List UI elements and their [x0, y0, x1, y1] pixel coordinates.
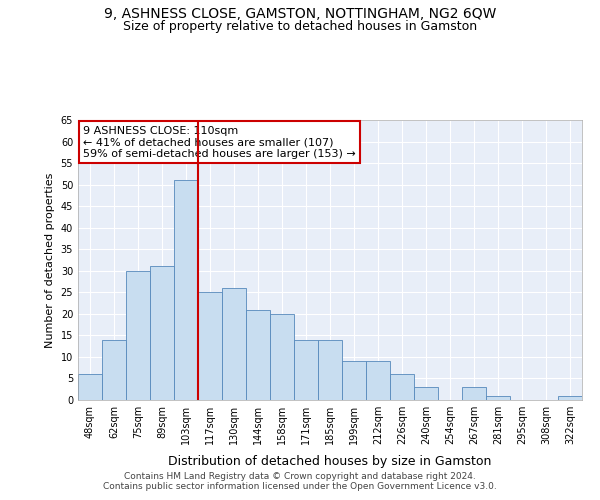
Bar — [462, 387, 486, 400]
Text: Contains public sector information licensed under the Open Government Licence v3: Contains public sector information licen… — [103, 482, 497, 491]
Bar — [78, 374, 102, 400]
Y-axis label: Number of detached properties: Number of detached properties — [45, 172, 55, 348]
Bar — [294, 340, 318, 400]
Bar — [174, 180, 198, 400]
Bar — [198, 292, 222, 400]
Text: 9 ASHNESS CLOSE: 110sqm
← 41% of detached houses are smaller (107)
59% of semi-d: 9 ASHNESS CLOSE: 110sqm ← 41% of detache… — [83, 126, 356, 159]
Bar — [366, 361, 390, 400]
Bar — [558, 396, 582, 400]
Bar — [390, 374, 414, 400]
Text: 9, ASHNESS CLOSE, GAMSTON, NOTTINGHAM, NG2 6QW: 9, ASHNESS CLOSE, GAMSTON, NOTTINGHAM, N… — [104, 8, 496, 22]
Text: Contains HM Land Registry data © Crown copyright and database right 2024.: Contains HM Land Registry data © Crown c… — [124, 472, 476, 481]
Bar — [246, 310, 270, 400]
Bar — [486, 396, 510, 400]
Text: Size of property relative to detached houses in Gamston: Size of property relative to detached ho… — [123, 20, 477, 33]
Bar — [126, 271, 150, 400]
Bar — [342, 361, 366, 400]
Bar — [150, 266, 174, 400]
Bar — [414, 387, 438, 400]
Bar — [102, 340, 126, 400]
X-axis label: Distribution of detached houses by size in Gamston: Distribution of detached houses by size … — [169, 456, 491, 468]
Bar — [270, 314, 294, 400]
Bar — [318, 340, 342, 400]
Bar — [222, 288, 246, 400]
